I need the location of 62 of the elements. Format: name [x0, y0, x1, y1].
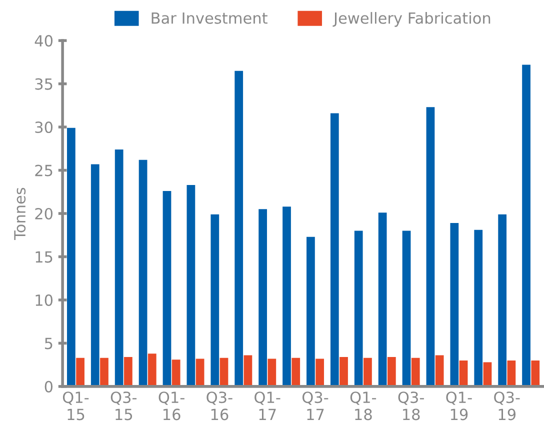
y-axis-title: Tonnes: [14, 188, 26, 240]
y-tick-label: 0: [44, 380, 53, 392]
bar: [531, 360, 540, 386]
bar: [268, 358, 276, 386]
bar: [354, 230, 363, 386]
x-tick-label: Q3- 16: [206, 392, 232, 420]
x-tick-label: Q3- 17: [302, 392, 328, 420]
y-tick-label: 25: [35, 164, 52, 176]
x-tick-label: Q1- 18: [350, 392, 376, 420]
legend-label: Jewellery Fabrication: [332, 12, 490, 27]
bar: [186, 184, 196, 386]
x-tick-label: Q3- 19: [494, 392, 520, 420]
x-tick-label: Q3- 15: [110, 392, 137, 420]
y-tick-label: 30: [35, 122, 53, 134]
bar: [258, 209, 267, 386]
bar: [483, 362, 492, 386]
x-tick-label: Q3- 18: [398, 392, 424, 420]
y-tick-label: 20: [35, 208, 53, 220]
bar: [364, 358, 372, 386]
bar: [172, 360, 180, 386]
bar: [459, 360, 468, 386]
bar: [402, 230, 411, 386]
x-tick-label: Q1- 17: [254, 392, 280, 420]
bar: [498, 214, 507, 386]
bar: [435, 355, 444, 386]
bar: [426, 107, 435, 386]
bar: [450, 223, 459, 386]
bar: [330, 113, 339, 386]
bar: [114, 150, 124, 386]
bar: [124, 357, 132, 386]
bar: [522, 64, 530, 386]
bar: [138, 160, 148, 386]
bar: [66, 128, 76, 386]
bar: [474, 230, 483, 386]
bar: [340, 357, 348, 386]
bar: [282, 206, 291, 386]
bar: [196, 358, 204, 386]
bar: [378, 212, 387, 386]
bar: [292, 358, 300, 386]
y-tick-label: 10: [36, 294, 53, 306]
bar: [162, 191, 172, 386]
legend-label: Bar Investment: [152, 12, 268, 24]
bar: [387, 357, 396, 386]
y-tick-label: 40: [34, 35, 53, 47]
bar: [507, 360, 516, 386]
bar: [76, 358, 84, 386]
y-tick-label: 15: [36, 251, 52, 263]
bar: [210, 214, 220, 386]
x-tick-label: Q1- 15: [62, 392, 89, 420]
bar: [306, 236, 315, 386]
y-tick-label: 35: [35, 78, 52, 90]
bar: [316, 358, 324, 386]
bar: [234, 70, 244, 386]
bar: [148, 354, 156, 386]
bar: [411, 358, 420, 386]
bar: [100, 358, 108, 386]
bar: [244, 355, 252, 386]
bar: [220, 358, 228, 386]
bar: [90, 164, 100, 386]
y-tick-label: 5: [44, 338, 52, 350]
x-tick-label: Q1- 16: [158, 392, 184, 420]
x-tick-label: Q1- 19: [446, 392, 472, 420]
